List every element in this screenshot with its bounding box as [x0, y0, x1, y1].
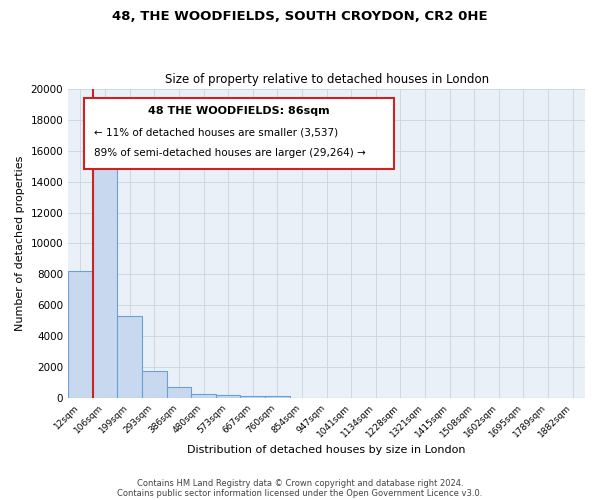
Text: 89% of semi-detached houses are larger (29,264) →: 89% of semi-detached houses are larger (…	[94, 148, 366, 158]
Bar	[118, 316, 142, 398]
Bar	[241, 396, 265, 398]
Y-axis label: Number of detached properties: Number of detached properties	[15, 156, 25, 331]
Bar	[216, 396, 241, 398]
Bar	[142, 370, 167, 398]
Text: Contains HM Land Registry data © Crown copyright and database right 2024.: Contains HM Land Registry data © Crown c…	[137, 478, 463, 488]
Text: Contains public sector information licensed under the Open Government Licence v3: Contains public sector information licen…	[118, 488, 482, 498]
Bar	[167, 387, 191, 398]
Bar	[265, 396, 290, 398]
X-axis label: Distribution of detached houses by size in London: Distribution of detached houses by size …	[187, 445, 466, 455]
Text: ← 11% of detached houses are smaller (3,537): ← 11% of detached houses are smaller (3,…	[94, 127, 338, 137]
Bar	[93, 141, 118, 399]
FancyBboxPatch shape	[83, 98, 394, 169]
Text: 48 THE WOODFIELDS: 86sqm: 48 THE WOODFIELDS: 86sqm	[148, 106, 329, 116]
Title: Size of property relative to detached houses in London: Size of property relative to detached ho…	[164, 73, 488, 86]
Text: 48, THE WOODFIELDS, SOUTH CROYDON, CR2 0HE: 48, THE WOODFIELDS, SOUTH CROYDON, CR2 0…	[112, 10, 488, 23]
Bar	[68, 272, 93, 398]
Bar	[191, 394, 216, 398]
